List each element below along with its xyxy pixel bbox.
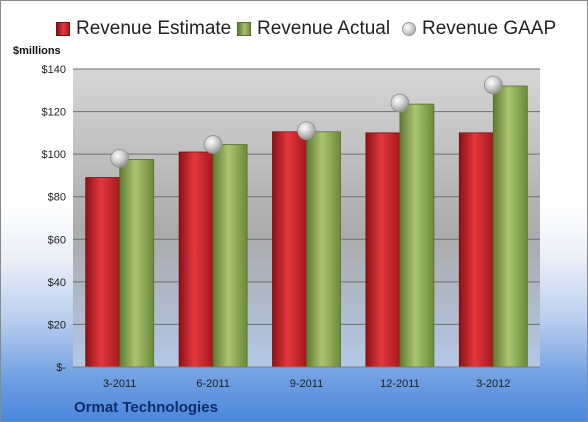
y-axis-unit-label: $millions [13,45,61,57]
company-name: Ormat Technologies [74,399,218,416]
bar-revenue-actual [212,144,248,368]
marker-revenue-gaap [203,135,223,154]
y-tick-label: $20 [48,319,66,331]
x-tick-label: 3-2012 [476,378,510,390]
legend: Revenue Estimate Revenue Actual Revenue … [1,15,587,43]
marker-revenue-gaap [483,75,503,95]
bar-revenue-estimate [365,132,401,368]
bar-revenue-estimate [178,151,214,368]
x-tick-label: 6-2011 [196,378,229,390]
x-tick-label: 3-2011 [103,378,136,390]
bar-revenue-estimate [272,131,307,368]
legend-swatch-estimate [56,22,70,36]
y-tick-label: $100 [42,149,66,161]
bar-revenue-estimate [458,132,494,368]
x-tick-label: 9-2011 [290,378,323,390]
legend-label-gaap: Revenue GAAP [422,18,557,39]
y-tick-label: $120 [42,107,66,119]
bar-revenue-actual [399,103,435,368]
bar-revenue-actual [119,159,155,368]
x-tick-labels: 3-2011 6-2011 9-2011 12-2011 3-2012 [103,378,510,390]
legend-swatch-actual [237,22,251,36]
bar-revenue-actual [306,131,341,368]
marker-revenue-gaap [297,121,316,141]
x-tick-label: 12-2011 [380,378,420,390]
y-tick-label: $60 [48,234,66,246]
legend-label-actual: Revenue Actual [257,18,391,39]
bars [85,85,528,368]
y-tick-labels: $- $20 $40 $60 $80 $100 $120 $140 [42,64,67,374]
legend-item-actual: Revenue Actual [237,17,390,41]
legend-item-estimate: Revenue Estimate [56,17,231,41]
marker-revenue-gaap [390,93,410,113]
bar-revenue-estimate [85,177,121,368]
y-tick-label: $- [56,362,66,374]
y-tick-label: $40 [48,277,66,289]
y-tick-label: $140 [42,64,66,76]
y-tick-label: $80 [48,192,66,204]
legend-label-estimate: Revenue Estimate [76,18,232,39]
gaap-markers [110,75,503,168]
legend-swatch-gaap [402,22,416,36]
bar-revenue-actual [492,85,528,368]
marker-revenue-gaap [110,148,130,168]
legend-item-gaap: Revenue GAAP [402,17,556,41]
